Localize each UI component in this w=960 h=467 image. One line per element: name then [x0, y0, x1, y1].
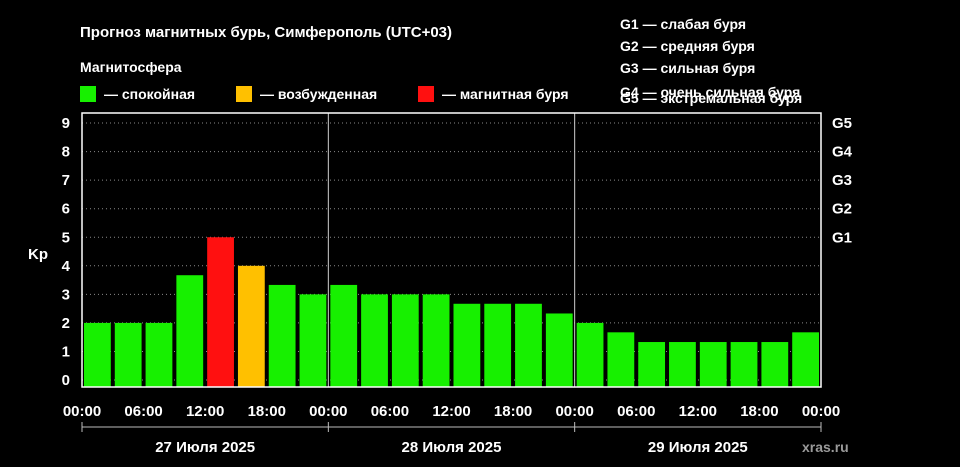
x-tick-label: 06:00 — [371, 403, 409, 420]
kp-bar — [484, 303, 512, 387]
legend: — спокойная — возбужденная — магнитная б… — [80, 86, 569, 102]
legend-label-storm: — магнитная буря — [442, 86, 569, 102]
x-tick-label: 12:00 — [679, 403, 717, 420]
plot-frame — [81, 112, 822, 388]
kp-bar — [576, 322, 604, 387]
legend-label-active: — возбужденная — [260, 86, 377, 102]
y-axis-label: Kp — [28, 246, 48, 263]
day-label: 28 Июля 2025 — [402, 439, 502, 456]
kp-bar — [84, 322, 111, 387]
storm-levels-legend: G1 — слабая буря G2 — средняя буря G3 — … — [620, 16, 802, 106]
g-level-tick-label: G1 — [832, 229, 852, 246]
y-tick-label: 6 — [62, 201, 70, 218]
axes: 0 1 2 3 4 5 6 7 8 9 G1 G2 G3 G4 G5 00:00 06:00 12:00 18:00… — [62, 112, 853, 456]
storm-level-g5: G5 — экстремальная буря — [620, 90, 802, 106]
kp-bar — [545, 313, 573, 387]
kp-bar — [114, 322, 142, 387]
kp-bar — [207, 237, 234, 387]
g-level-tick-label: G4 — [832, 144, 853, 161]
g-level-tick-label: G2 — [832, 201, 852, 218]
kp-bar — [268, 284, 296, 387]
kp-bar — [669, 342, 696, 387]
x-tick-label: 18:00 — [740, 403, 778, 420]
storm-level-g2: G2 — средняя буря — [620, 38, 755, 54]
bars — [84, 237, 819, 387]
kp-bar — [237, 265, 265, 387]
x-tick-label: 06:00 — [617, 403, 655, 420]
kp-bar — [699, 342, 727, 387]
x-tick-label: 12:00 — [432, 403, 470, 420]
g-level-tick-label: G5 — [832, 115, 852, 132]
kp-bar — [145, 322, 173, 387]
day-label: 29 Июля 2025 — [648, 439, 748, 456]
kp-bar — [761, 342, 789, 387]
storm-level-g4: G4 — очень сильная буря — [620, 84, 800, 100]
grid — [82, 113, 821, 387]
x-tick-label: 18:00 — [494, 403, 532, 420]
x-tick-label: 00:00 — [309, 403, 347, 420]
y-tick-label: 5 — [62, 229, 70, 246]
storm-level-g1: G1 — слабая буря — [620, 16, 746, 32]
x-tick-label: 12:00 — [186, 403, 224, 420]
y-tick-label: 7 — [62, 172, 70, 189]
legend-swatch-quiet — [80, 86, 96, 102]
day-label: 27 Июля 2025 — [155, 439, 255, 456]
kp-bar — [453, 303, 481, 387]
kp-bar — [422, 294, 450, 387]
kp-bar — [607, 332, 635, 387]
x-tick-label: 18:00 — [248, 403, 286, 420]
magnetosphere-label: Магнитосфера — [80, 59, 182, 75]
y-tick-label: 0 — [62, 372, 70, 389]
kp-bar — [792, 332, 819, 387]
kp-bar — [299, 294, 327, 387]
y-tick-label: 4 — [62, 258, 71, 275]
kp-bar — [515, 303, 542, 387]
kp-bar — [330, 284, 358, 387]
legend-swatch-storm — [418, 86, 434, 102]
y-tick-label: 9 — [62, 115, 70, 132]
legend-label-quiet: — спокойная — [104, 86, 195, 102]
chart-title: Прогноз магнитных бурь, Симферополь (UTC… — [80, 24, 452, 41]
kp-bar — [361, 294, 388, 387]
x-tick-label: 00:00 — [555, 403, 593, 420]
g-level-tick-label: G3 — [832, 172, 852, 189]
kp-bar — [730, 342, 758, 387]
x-tick-label: 00:00 — [63, 403, 101, 420]
kp-bar — [391, 294, 419, 387]
watermark: xras.ru — [802, 439, 849, 455]
storm-level-g3: G3 — сильная буря — [620, 60, 755, 76]
y-tick-label: 1 — [62, 343, 70, 360]
y-tick-label: 8 — [62, 144, 70, 161]
x-tick-label: 00:00 — [802, 403, 840, 420]
kp-bar — [638, 342, 666, 387]
x-tick-label: 06:00 — [124, 403, 162, 420]
legend-swatch-active — [236, 86, 252, 102]
kp-bar — [176, 275, 204, 387]
y-tick-label: 3 — [62, 286, 70, 303]
y-tick-label: 2 — [62, 315, 70, 332]
